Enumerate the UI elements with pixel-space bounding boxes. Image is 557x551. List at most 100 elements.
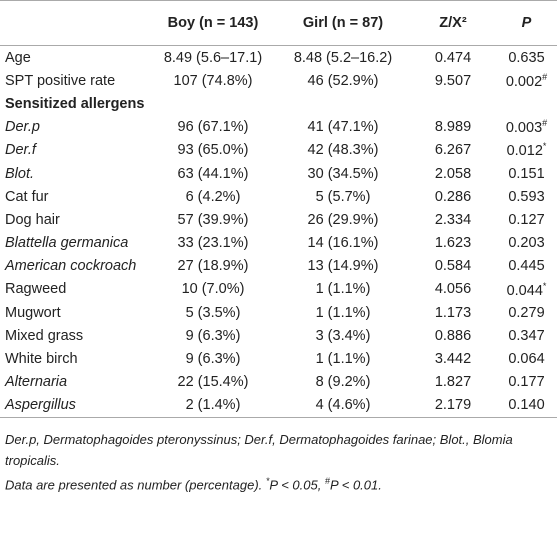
data-note-part: * [265, 476, 270, 486]
cell: 0.279 [496, 301, 557, 324]
row-label: Sensitized allergens [5, 95, 145, 112]
cell: 2.334 [410, 208, 496, 231]
cell: 6.267 [410, 139, 496, 162]
cell: 22 (15.4%) [150, 371, 276, 394]
cell-value: 0.886 [434, 327, 472, 344]
table-row: White birch 9 (6.3%) 1 (1.1%) 3.442 0.064 [0, 347, 557, 370]
significance-mark: # [542, 118, 548, 129]
cell: 1 (1.1%) [276, 301, 410, 324]
cell-value: 2.058 [434, 165, 472, 182]
cell: 2.058 [410, 162, 496, 185]
cell-value: 41 (47.1%) [307, 119, 379, 136]
cell: 63 (44.1%) [150, 162, 276, 185]
cell: 1.623 [410, 232, 496, 255]
row-label: Ragweed [5, 281, 67, 298]
row-label: Der.p [5, 119, 40, 136]
cell: 3.442 [410, 347, 496, 370]
cell: 9 (6.3%) [150, 324, 276, 347]
table-row: Blot. 63 (44.1%) 30 (34.5%) 2.058 0.151 [0, 162, 557, 185]
row-label: Der.f [5, 142, 36, 159]
table-body: Age 8.49 (5.6–17.1) 8.48 (5.2–16.2) 0.474 0.… [0, 46, 557, 418]
cell: 0.886 [410, 324, 496, 347]
significance-mark: * [542, 280, 547, 291]
row-label: American cockroach [5, 258, 137, 275]
cell-value: 1 (1.1%) [315, 304, 371, 321]
cell-value: 0.127 [508, 211, 545, 228]
cell: 8 (9.2%) [276, 371, 410, 394]
cell: 0.064 [496, 347, 557, 370]
cell-value: 6 (4.2%) [185, 188, 241, 205]
cell: 33 (23.1%) [150, 232, 276, 255]
cell-value: 10 (7.0%) [181, 281, 245, 298]
cell-value: 8 (9.2%) [315, 374, 371, 391]
cell: 41 (47.1%) [276, 116, 410, 139]
cell: 8.989 [410, 116, 496, 139]
data-note-part: P < 0.05, [269, 477, 325, 493]
cell: 0.635 [496, 46, 557, 70]
table-row: Mixed grass 9 (6.3%) 3 (3.4%) 0.886 0.347 [0, 324, 557, 347]
cell: 42 (48.3%) [276, 139, 410, 162]
row-label: Aspergillus [0, 393, 150, 418]
row-label: White birch [5, 351, 78, 368]
cell-value: 2.334 [434, 211, 472, 228]
cell: 0.177 [496, 371, 557, 394]
row-label: SPT positive rate [5, 72, 116, 89]
cell-value: 33 (23.1%) [177, 235, 249, 252]
cell-value: 22 (15.4%) [177, 374, 249, 391]
table-row: Age 8.49 (5.6–17.1) 8.48 (5.2–16.2) 0.474 0.… [0, 46, 557, 70]
cell-value: 0.279 [508, 304, 545, 321]
cell: 8.48 (5.2–16.2) [276, 46, 410, 70]
cell: 0.474 [410, 46, 496, 70]
cell-value: 0.002 [505, 73, 543, 90]
cell-value: 1 (1.1%) [315, 281, 371, 298]
cell: 0.003# [496, 116, 557, 139]
data-note-part: P < 0.01. [329, 477, 382, 493]
cell: 1.827 [410, 371, 496, 394]
cell-value: 27 (18.9%) [177, 258, 249, 275]
cell-value: 1.173 [434, 304, 472, 321]
cell-value: 0.347 [508, 327, 545, 344]
cell: 96 (67.1%) [150, 116, 276, 139]
cell: 107 (74.8%) [150, 69, 276, 92]
section-row: Sensitized allergens [0, 92, 557, 115]
cell: 30 (34.5%) [276, 162, 410, 185]
abbreviation-note: Der.p, Dermatophagoides pteronyssinus; D… [5, 432, 513, 468]
table-row: Der.p 96 (67.1%) 41 (47.1%) 8.989 0.003# [0, 116, 557, 139]
header-cell: Girl (n = 87) [276, 0, 410, 46]
data-note: Data are presented as number (percentage… [5, 471, 552, 495]
cell-value: 9 (6.3%) [185, 351, 241, 368]
cell-value: 30 (34.5%) [307, 165, 379, 182]
cell-value: 4.056 [434, 281, 472, 298]
cell: 0.012* [496, 139, 557, 162]
cell-value: 3 (3.4%) [315, 327, 371, 344]
table-row: American cockroach 27 (18.9%) 13 (14.9%) 0.… [0, 255, 557, 278]
significance-mark: # [542, 71, 548, 82]
cell-value: 0.445 [508, 258, 545, 275]
cell: 13 (14.9%) [276, 255, 410, 278]
cell-value: 0.012 [506, 143, 543, 160]
header-row: Boy (n = 143) Girl (n = 87) Z/X² P [0, 0, 557, 46]
cell: 0.002# [496, 69, 557, 92]
header-cell: Boy (n = 143) [150, 0, 276, 46]
footnotes: Der.p, Dermatophagoides pteronyssinus; D… [0, 418, 557, 495]
cell-value: 0.203 [508, 235, 545, 252]
cell: 0.584 [410, 255, 496, 278]
cell-value: 0.593 [508, 188, 545, 205]
cell: 10 (7.0%) [150, 278, 276, 301]
cell: 1.173 [410, 301, 496, 324]
cell-value: 1.623 [434, 235, 472, 252]
cell: 5 (5.7%) [276, 185, 410, 208]
cell-value: 9 (6.3%) [185, 327, 241, 344]
cell-value: 8.48 (5.2–16.2) [293, 49, 393, 66]
cell: 0.140 [496, 393, 557, 418]
cell-value: 0.003 [505, 120, 543, 137]
cell-value: 5 (3.5%) [185, 304, 241, 321]
cell-value: 0.584 [434, 258, 472, 275]
cell: 4 (4.6%) [276, 393, 410, 418]
cell: 0.151 [496, 162, 557, 185]
header-cell [0, 0, 150, 46]
cell-value: 26 (29.9%) [307, 211, 379, 228]
table-row: Aspergillus 2 (1.4%) 4 (4.6%) 2.179 0.140 [0, 393, 557, 418]
data-note-part: # [324, 476, 330, 486]
